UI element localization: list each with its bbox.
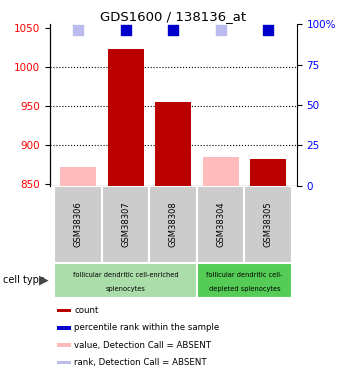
Point <box>123 27 129 33</box>
Bar <box>108 49 143 186</box>
Point <box>170 27 176 33</box>
Bar <box>150 186 197 262</box>
Text: cell type: cell type <box>3 275 45 285</box>
Text: count: count <box>74 306 99 315</box>
Bar <box>57 344 71 347</box>
Bar <box>57 326 71 330</box>
Point <box>265 27 271 33</box>
Text: follicular dendritic cell-enriched: follicular dendritic cell-enriched <box>73 272 179 278</box>
Text: GSM38305: GSM38305 <box>264 201 273 247</box>
Text: splenocytes: splenocytes <box>106 286 146 292</box>
Bar <box>55 262 197 298</box>
Bar <box>197 262 292 298</box>
Point <box>218 27 223 33</box>
Bar <box>245 186 292 262</box>
Bar <box>57 309 71 312</box>
Bar <box>155 102 191 186</box>
Bar <box>197 186 245 262</box>
Text: follicular dendritic cell-: follicular dendritic cell- <box>206 272 283 278</box>
Text: GSM38307: GSM38307 <box>121 201 130 247</box>
Bar <box>203 157 238 186</box>
Text: percentile rank within the sample: percentile rank within the sample <box>74 323 220 332</box>
Bar <box>102 186 150 262</box>
Text: ▶: ▶ <box>39 274 49 287</box>
Text: depleted splenocytes: depleted splenocytes <box>209 286 280 292</box>
Text: GSM38304: GSM38304 <box>216 201 225 247</box>
Bar <box>60 167 96 186</box>
Text: GSM38308: GSM38308 <box>169 201 178 247</box>
Text: GSM38306: GSM38306 <box>74 201 83 247</box>
Bar <box>250 159 286 186</box>
Bar <box>57 361 71 364</box>
Text: rank, Detection Call = ABSENT: rank, Detection Call = ABSENT <box>74 358 207 367</box>
Point <box>75 27 81 33</box>
Bar <box>55 186 102 262</box>
Text: value, Detection Call = ABSENT: value, Detection Call = ABSENT <box>74 341 211 350</box>
Title: GDS1600 / 138136_at: GDS1600 / 138136_at <box>100 10 246 23</box>
